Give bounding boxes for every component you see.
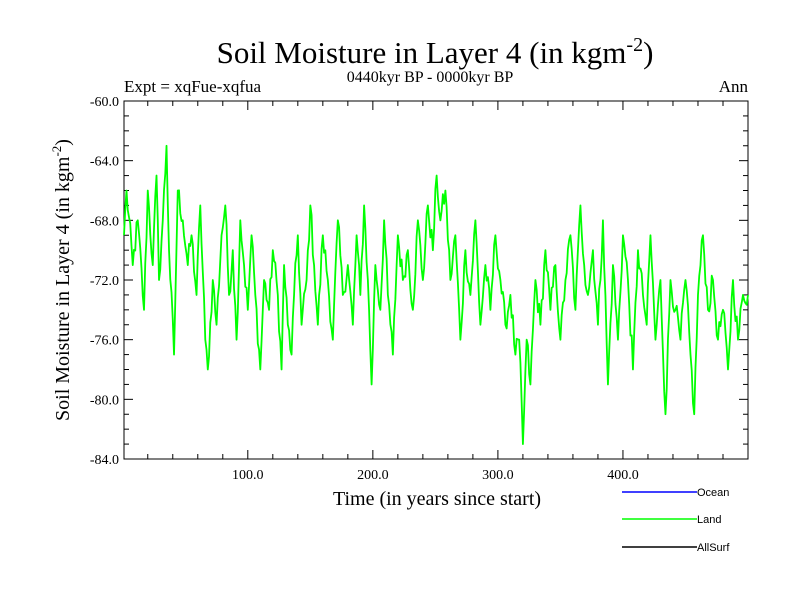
series-line-land [123,144,749,445]
legend-label-land: Land [697,514,721,526]
plot-frame [123,100,749,460]
y-tick-label: -72.0 [90,274,119,289]
x-axis-label: Time (in years since start) [333,488,541,510]
experiment-label: Expt = xqFue-xqfua [124,77,262,96]
y-tick-label: -76.0 [90,334,119,349]
x-tick-label: 200.0 [357,468,389,483]
legend-label-allsurf: AllSurf [697,542,730,554]
y-tick-label: -68.0 [90,214,119,229]
season-label: Ann [719,77,749,96]
x-tick-label: 300.0 [482,468,514,483]
legend: Ocean Land AllSurf [622,487,730,554]
y-tick-label: -64.0 [90,155,119,170]
legend-label-ocean: Ocean [697,487,729,499]
y-tick-label: -60.0 [90,95,119,110]
y-tick-label: -80.0 [90,393,119,408]
x-tick-label: 400.0 [607,468,639,483]
time-range-subtitle: 0440kyr BP - 0000kyr BP [347,69,514,86]
y-axis-label: Soil Moisture in Layer 4 (in kgm-2) [49,139,74,421]
chart-title: Soil Moisture in Layer 4 (in kgm-2) [217,34,654,70]
y-tick-label: -84.0 [90,453,119,468]
axis-ticks: -60.0 -64.0 -68.0 -72.0 -76.0 -80.0 -84.0 100.0… [90,95,748,483]
x-tick-label: 100.0 [232,468,264,483]
